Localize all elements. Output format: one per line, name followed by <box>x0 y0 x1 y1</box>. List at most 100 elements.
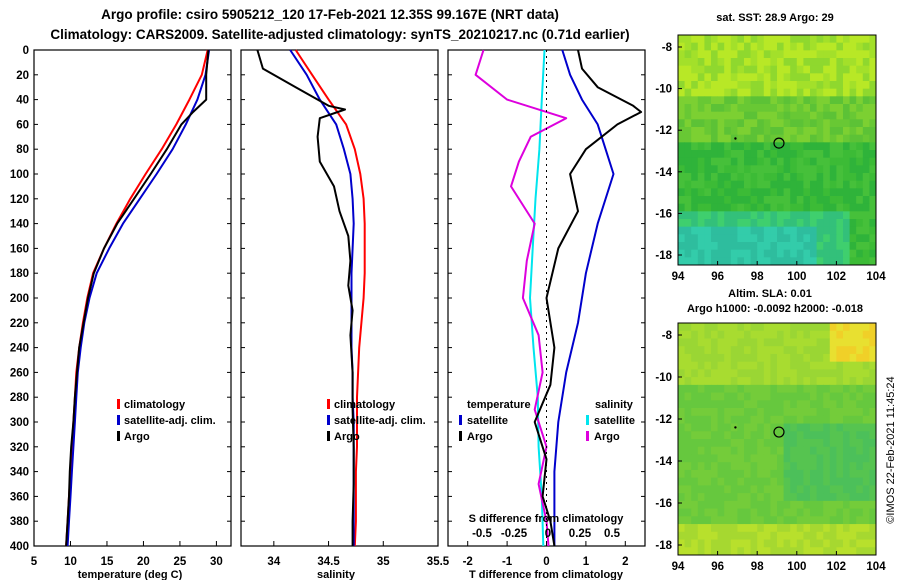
map-cell <box>763 392 771 401</box>
map-cell <box>856 242 864 251</box>
map-cell <box>783 524 791 533</box>
map-cell <box>777 211 784 220</box>
map-cell <box>783 50 791 59</box>
map-cell <box>730 157 738 166</box>
map-cell <box>777 454 784 463</box>
map-cell <box>777 196 784 205</box>
map-cell <box>750 439 758 448</box>
map-cell <box>704 353 712 363</box>
map-cell <box>704 462 712 471</box>
map-cell <box>829 226 837 235</box>
map-cell <box>737 462 745 471</box>
map-cell <box>757 50 765 59</box>
map-cell <box>810 338 817 347</box>
map-cell <box>711 392 718 401</box>
map-cell <box>816 73 824 82</box>
map-cell <box>691 469 699 479</box>
map-cell <box>684 50 692 59</box>
map-cell <box>684 361 692 370</box>
map-cell <box>770 323 778 332</box>
map-cell <box>796 42 804 51</box>
map-cell <box>757 384 765 393</box>
map-y-tick-label: -14 <box>655 456 672 468</box>
map-cell <box>750 323 758 332</box>
map-cell <box>862 346 870 355</box>
map-cell <box>803 516 811 525</box>
map-cell <box>829 400 837 409</box>
map-cell <box>816 485 824 494</box>
map-cell <box>869 361 877 370</box>
map-cell <box>849 493 857 502</box>
map-cell <box>744 180 751 189</box>
map-cell <box>678 377 685 386</box>
map-cell <box>691 188 699 197</box>
map-cell <box>843 196 850 205</box>
map-cell <box>862 531 870 540</box>
map-cell <box>717 477 725 486</box>
map-cell <box>730 65 738 74</box>
map-cell <box>684 42 692 51</box>
map-cell <box>684 338 692 347</box>
map-cell <box>684 485 692 494</box>
map-cell <box>744 111 751 120</box>
map-cell <box>750 508 758 517</box>
map-cell <box>724 180 732 189</box>
map-cell <box>829 508 837 517</box>
map-cell <box>724 234 732 243</box>
map-cell <box>862 485 870 494</box>
map-cell <box>750 142 758 151</box>
map-cell <box>744 35 751 44</box>
map-cell <box>810 392 817 401</box>
map-cell <box>843 384 850 393</box>
map-cell <box>711 104 718 113</box>
map-cell <box>770 65 778 74</box>
map-cell <box>717 547 725 556</box>
map-x-tick-label: 96 <box>711 561 724 573</box>
map-cell <box>810 485 817 494</box>
map-cell <box>684 423 692 432</box>
map-cell <box>823 50 831 59</box>
map-cell <box>810 96 817 105</box>
map-cell <box>869 134 877 143</box>
map-cell <box>816 392 824 401</box>
map-cell <box>796 81 804 90</box>
map-cell <box>869 111 877 120</box>
map-cell <box>750 234 758 243</box>
map-cell <box>869 58 877 67</box>
map-cell <box>691 50 699 59</box>
map-cell <box>836 384 844 393</box>
map-cell <box>763 477 771 486</box>
map-cell <box>757 35 765 44</box>
map-cell <box>737 338 745 347</box>
map-cell <box>836 346 844 355</box>
map-cell <box>843 423 850 432</box>
map-cell <box>744 226 751 235</box>
map-cell <box>711 508 718 517</box>
map-cell <box>823 408 831 417</box>
map-cell <box>803 257 811 266</box>
map-cell <box>856 35 864 44</box>
map-cell <box>717 73 725 82</box>
map-cell <box>856 338 864 347</box>
map-cell <box>744 219 751 228</box>
map-cell <box>730 462 738 471</box>
map-cell <box>869 180 877 189</box>
map-cell <box>790 524 798 533</box>
map-cell <box>803 500 811 509</box>
map-cell <box>843 338 850 347</box>
map-cell <box>757 88 765 97</box>
map-cell <box>697 173 705 182</box>
map-cell <box>803 211 811 220</box>
map-cell <box>856 42 864 51</box>
map-cell <box>744 119 751 128</box>
map-cell <box>724 477 732 486</box>
map-cell <box>849 203 857 212</box>
map-cell <box>730 50 738 59</box>
map-cell <box>724 50 732 59</box>
map-cell <box>684 35 692 44</box>
map-cell <box>704 330 712 339</box>
map-x-tick-label: 102 <box>827 271 846 283</box>
map-cell <box>829 330 837 339</box>
map-cell <box>823 462 831 471</box>
map-cell <box>678 188 685 197</box>
